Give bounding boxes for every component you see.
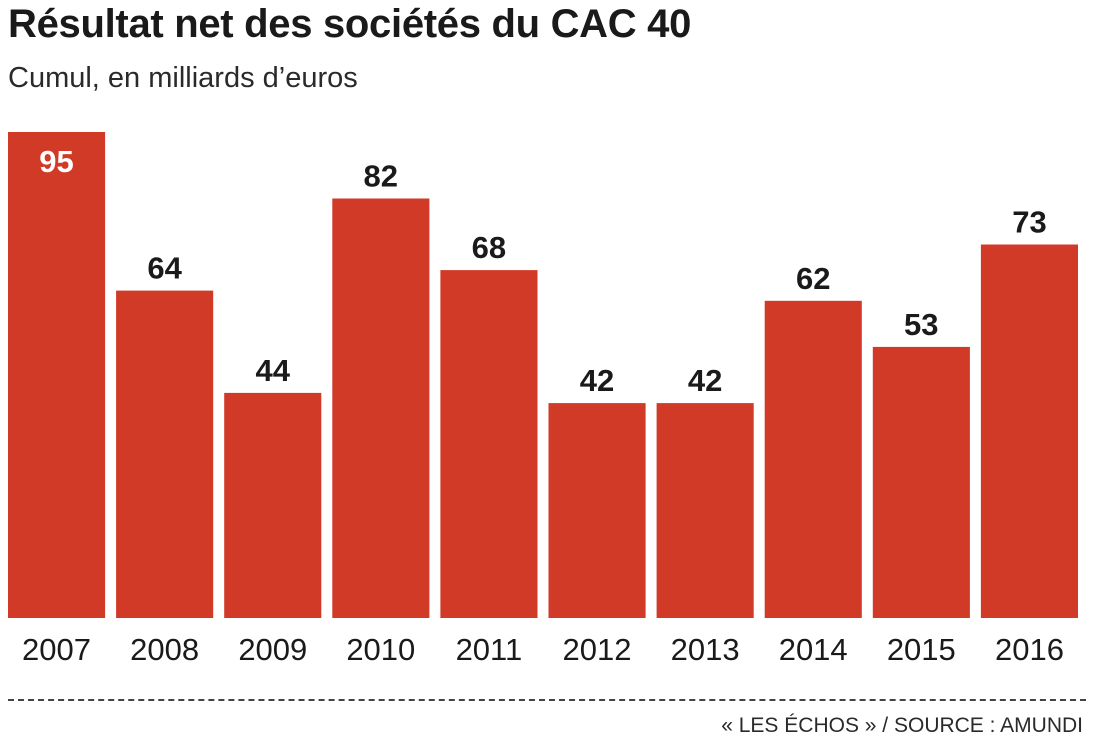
bar-2016: [980, 244, 1078, 618]
x-tick-label-2010: 2010: [346, 632, 415, 667]
x-tick-label-2011: 2011: [456, 632, 523, 667]
value-label-2009: 44: [256, 353, 291, 388]
bar-2014: [764, 300, 862, 618]
chart-title: Résultat net des sociétés du CAC 40: [8, 2, 692, 46]
value-label-2010: 82: [364, 159, 398, 194]
chart-subtitle: Cumul, en milliards d’euros: [8, 62, 358, 94]
source-credit: « LES ÉCHOS » / SOURCE : AMUNDI: [721, 714, 1083, 737]
bar-2011: [440, 270, 538, 618]
x-tick-label-2015: 2015: [887, 632, 956, 667]
value-label-2015: 53: [904, 307, 938, 342]
bar-2008: [116, 290, 214, 618]
value-label-2016: 73: [1012, 205, 1046, 240]
value-label-2007: 95: [39, 144, 73, 179]
bar-2010: [332, 198, 430, 618]
x-tick-label-2014: 2014: [779, 632, 848, 667]
bar-2007: [8, 132, 106, 618]
bar-2009: [224, 392, 322, 618]
x-tick-label-2016: 2016: [995, 632, 1064, 667]
bar-2012: [548, 403, 646, 618]
value-label-2008: 64: [147, 251, 182, 286]
value-label-2014: 62: [796, 261, 830, 296]
x-tick-label-2008: 2008: [130, 632, 199, 667]
bar-2013: [656, 403, 754, 618]
x-tick-label-2009: 2009: [238, 632, 307, 667]
x-tick-label-2012: 2012: [563, 632, 632, 667]
value-label-2013: 42: [688, 363, 722, 398]
x-tick-label-2007: 2007: [22, 632, 91, 667]
value-label-2012: 42: [580, 363, 614, 398]
bar-2015: [872, 346, 970, 618]
value-label-2011: 68: [472, 230, 506, 265]
footer-divider: [8, 699, 1086, 701]
bar-chart: 95 2007 64 2008 44 2009 82 2010 68 2011 42 2012 42 20…: [8, 132, 1078, 667]
x-tick-label-2013: 2013: [671, 632, 740, 667]
